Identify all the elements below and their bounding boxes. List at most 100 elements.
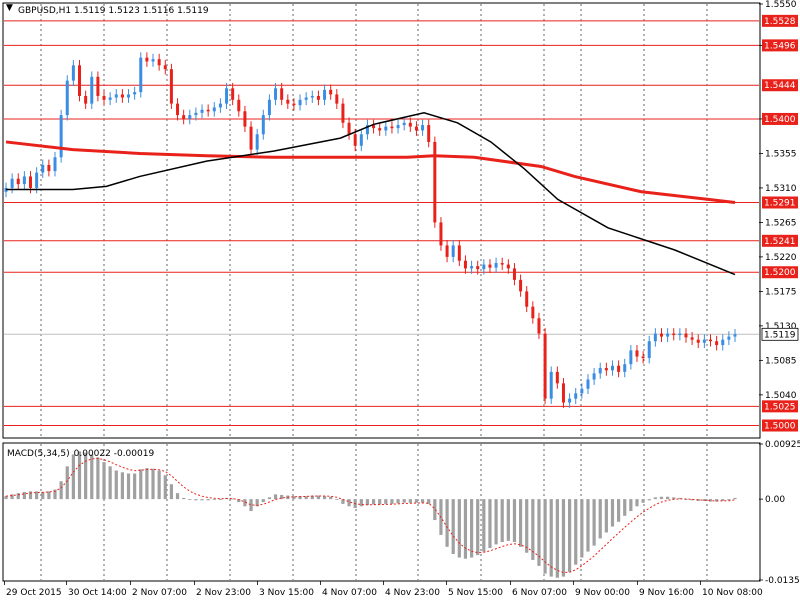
macd-bar <box>237 499 241 503</box>
macd-title: MACD(5,34,5) 0.00022 -0.00019 <box>7 449 154 459</box>
price-vertical-grid <box>40 4 708 437</box>
candle-body <box>635 350 639 357</box>
macd-bar <box>537 499 541 566</box>
time-tick-label: 9 Nov 00:00 <box>575 588 630 598</box>
candle-body <box>359 134 363 146</box>
macd-bar <box>371 499 376 505</box>
support-resistance-lines <box>4 20 759 427</box>
candle-body <box>218 103 222 108</box>
candle-body <box>482 264 486 270</box>
candle-body <box>169 69 173 104</box>
candle-body <box>22 176 26 185</box>
macd-bar <box>506 499 510 541</box>
macd-bar <box>114 470 118 500</box>
candle-body <box>237 99 241 112</box>
candle-body <box>304 97 308 100</box>
macd-bar <box>365 499 370 506</box>
candle-body <box>733 334 737 337</box>
macd-bar <box>28 491 33 500</box>
macd-tick-label: -0.01357 <box>765 576 800 586</box>
level-label-bg <box>762 79 798 92</box>
level-label-bg <box>762 234 798 247</box>
candle-body <box>427 125 431 142</box>
level-label-bg <box>762 39 798 52</box>
macd-bar <box>188 499 192 500</box>
macd-bar <box>35 491 39 500</box>
macd-bar <box>488 499 492 548</box>
candle-body <box>500 263 504 265</box>
candle-body <box>341 103 345 123</box>
macd-bar <box>666 496 670 500</box>
candle-body <box>133 92 137 95</box>
macd-bar <box>408 499 412 503</box>
candle-body <box>182 115 186 119</box>
candle-body <box>243 111 247 127</box>
candlesticks <box>4 52 737 408</box>
candle-body <box>286 99 290 104</box>
candle-body <box>617 365 621 372</box>
candle-body <box>580 388 584 394</box>
candle-body <box>378 128 382 131</box>
macd-bar <box>120 472 124 500</box>
macd-bar <box>108 466 112 500</box>
macd-bar <box>684 499 688 500</box>
time-tick-label: 29 Oct 2015 <box>6 588 62 598</box>
macd-bar <box>567 499 572 572</box>
dropdown-arrow-icon[interactable]: ▼ <box>6 3 13 13</box>
macd-bar <box>629 499 633 512</box>
candle-body <box>653 333 657 342</box>
macd-tick-label: 0.00925 <box>765 440 800 450</box>
macd-bar <box>47 491 51 500</box>
macd-bar <box>316 495 321 500</box>
candle-body <box>274 88 278 100</box>
candle-body <box>476 266 480 270</box>
macd-bar <box>623 499 627 516</box>
time-tick-label: 30 Oct 14:00 <box>68 588 127 598</box>
macd-bar <box>249 499 253 512</box>
candle-body <box>457 245 461 261</box>
candle-body <box>267 99 271 116</box>
macd-bar <box>243 499 247 507</box>
macd-bar <box>157 470 161 500</box>
candle-body <box>280 88 284 100</box>
candle-body <box>10 178 14 188</box>
macd-bar <box>261 499 265 503</box>
macd-axis: 0.00925 0.00 -0.01357 <box>759 440 800 586</box>
candle-body <box>549 371 553 399</box>
macd-bar <box>200 499 204 501</box>
candle-body <box>512 268 516 280</box>
macd-bar <box>647 499 651 501</box>
candle-body <box>71 65 75 81</box>
current-price-tag: 1.5119 <box>761 327 799 341</box>
macd-bar <box>598 499 602 539</box>
macd-bar <box>218 499 223 500</box>
candle-body <box>623 364 627 372</box>
candle-body <box>298 99 302 106</box>
price-tick-label: 1.5550 <box>765 0 797 10</box>
candle-body <box>641 356 645 359</box>
level-label: 1.5200 <box>764 268 796 278</box>
macd-bar <box>335 499 339 500</box>
macd-bar <box>463 499 468 559</box>
time-tick-label: 4 Nov 07:00 <box>322 588 377 598</box>
level-label: 1.5444 <box>764 81 796 91</box>
macd-bar <box>635 499 639 507</box>
macd-bar <box>518 499 523 547</box>
macd-bar <box>292 496 296 500</box>
price-tick-label: 1.5130 <box>765 322 797 332</box>
price-tick-label: 1.5040 <box>765 391 797 401</box>
macd-bar <box>71 454 75 500</box>
candle-body <box>451 245 455 257</box>
candle-body <box>537 318 541 334</box>
candle-body <box>35 172 39 188</box>
candle-body <box>690 337 694 340</box>
macd-bar <box>53 489 57 500</box>
current-price-label: 1.5119 <box>764 330 796 340</box>
macd-bar <box>445 499 449 547</box>
candle-body <box>433 141 437 223</box>
macd-bar <box>273 494 278 500</box>
candle-body <box>659 333 663 337</box>
macd-bar <box>145 468 149 500</box>
candle-body <box>47 164 51 172</box>
candle-body <box>53 157 57 172</box>
